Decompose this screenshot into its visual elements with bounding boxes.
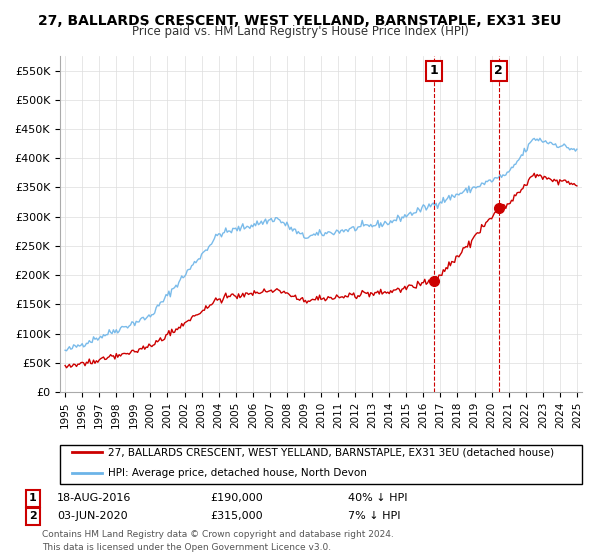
Text: 27, BALLARDS CRESCENT, WEST YELLAND, BARNSTAPLE, EX31 3EU: 27, BALLARDS CRESCENT, WEST YELLAND, BAR… <box>38 14 562 28</box>
Text: Price paid vs. HM Land Registry's House Price Index (HPI): Price paid vs. HM Land Registry's House … <box>131 25 469 38</box>
Text: 1: 1 <box>29 493 37 503</box>
Text: 40% ↓ HPI: 40% ↓ HPI <box>348 493 407 503</box>
Text: 27, BALLARDS CRESCENT, WEST YELLAND, BARNSTAPLE, EX31 3EU (detached house): 27, BALLARDS CRESCENT, WEST YELLAND, BAR… <box>108 447 554 458</box>
Text: 03-JUN-2020: 03-JUN-2020 <box>57 511 128 521</box>
Text: 18-AUG-2016: 18-AUG-2016 <box>57 493 131 503</box>
Text: This data is licensed under the Open Government Licence v3.0.: This data is licensed under the Open Gov… <box>42 543 331 552</box>
Text: Contains HM Land Registry data © Crown copyright and database right 2024.: Contains HM Land Registry data © Crown c… <box>42 530 394 539</box>
Text: 7% ↓ HPI: 7% ↓ HPI <box>348 511 401 521</box>
Text: 2: 2 <box>29 511 37 521</box>
Text: 1: 1 <box>430 64 439 77</box>
Text: £315,000: £315,000 <box>210 511 263 521</box>
Text: 2: 2 <box>494 64 503 77</box>
Text: HPI: Average price, detached house, North Devon: HPI: Average price, detached house, Nort… <box>108 468 367 478</box>
Text: £190,000: £190,000 <box>210 493 263 503</box>
